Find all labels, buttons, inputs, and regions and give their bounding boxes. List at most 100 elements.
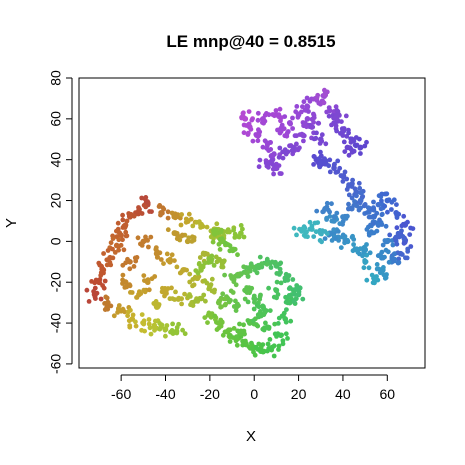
scatter-point-texture [266,285,271,291]
scatter-point [107,254,113,261]
scatter-point-texture [265,341,271,347]
scatter-point-texture [364,252,370,258]
scatter-point-texture [334,107,340,113]
scatter-point-texture [250,138,256,144]
scatter-point-texture [383,247,389,253]
scatter-point-texture [216,241,222,247]
scatter-point [136,207,142,214]
scatter-point-texture [327,209,332,215]
scatter-point [317,136,324,143]
scatter-point-texture [276,154,282,160]
scatter-point-texture [313,135,319,141]
scatter-point-texture [358,151,363,156]
scatter-point-texture [284,307,289,312]
scatter-point-texture [340,221,345,227]
scatter-point-texture [272,321,278,327]
scatter-point-texture [220,291,226,297]
scatter-point-texture [210,239,216,245]
scatter-point-texture [300,296,306,302]
scatter-point [282,316,289,322]
scatter-point-texture [120,237,125,243]
scatter-point-texture [131,264,137,269]
scatter-point-texture [123,260,129,266]
scatter-point-texture [300,104,305,110]
scatter-point-texture [318,149,323,155]
scatter-point-texture [277,106,283,112]
scatter-point [340,128,346,134]
scatter-point [273,111,280,118]
scatter-point [136,291,142,298]
scatter-point-texture [267,308,273,313]
scatter-point-texture [125,313,130,319]
scatter-point-texture [212,313,218,319]
scatter-point-texture [277,145,283,151]
scatter-point-texture [241,110,246,116]
scatter-point [122,222,129,228]
scatter-point [255,132,262,138]
scatter-point-texture [165,215,171,221]
scatter-point-texture [338,245,344,251]
scatter-point-texture [305,234,310,240]
scatter-point-texture [127,283,133,289]
scatter-point-texture [334,210,340,216]
scatter-point-texture [135,235,141,241]
scatter-point-texture [148,331,154,337]
scatter-point-texture [235,271,241,277]
scatter-point-texture [213,254,219,260]
scatter-point-texture [170,321,176,327]
scatter-point-texture [364,139,369,145]
scatter-point-texture [182,291,188,297]
scatter-point-texture [394,202,399,208]
scatter-point-texture [332,215,337,220]
scatter-point-texture [116,237,122,243]
scatter-point [344,144,351,151]
scatter-point-texture [369,206,375,212]
scatter-point [349,205,355,212]
scatter-point-texture [120,212,125,218]
scatter-point-texture [262,310,268,316]
scatter-point-texture [124,233,130,239]
scatter-point-texture [350,177,355,183]
scatter-point [273,165,280,171]
scatter-point-texture [98,296,104,302]
scatter-point-texture [379,212,385,218]
scatter-point-texture [237,321,242,327]
scatter-point-texture [312,220,318,226]
scatter-point-texture [395,230,401,236]
scatter-point-texture [108,240,114,246]
scatter-point-texture [396,260,402,265]
scatter-point-texture [222,272,228,278]
scatter-point [122,279,129,286]
scatter-point-texture [163,333,168,339]
scatter-point-texture [294,232,299,238]
scatter-point [153,250,160,257]
scatter-point [375,222,382,228]
scatter-point [300,226,306,232]
scatter-point-texture [264,261,270,267]
scatter-point-texture [205,320,210,325]
scatter-point [282,148,289,155]
scatter-point-texture [223,301,229,307]
scatter-point-texture [190,234,195,240]
scatter-point [255,312,262,318]
scatter-point-texture [266,112,272,118]
scatter-point-texture [219,264,225,270]
scatter-point [224,328,231,335]
scatter-point-texture [276,343,282,349]
scatter-point-texture [276,347,281,352]
scatter-point [176,295,182,302]
scatter-point-texture [238,223,244,228]
scatter-point-texture [214,327,220,332]
scatter-point-texture [352,199,357,204]
scatter-point-texture [351,237,357,242]
scatter-point [282,275,289,281]
scatter-point [162,287,169,294]
x-tick-label: 40 [335,386,351,402]
scatter-point-texture [327,169,333,175]
scatter-point-texture [273,108,279,113]
scatter-point [242,287,249,294]
scatter-point-texture [279,122,285,128]
scatter-point [309,226,315,232]
scatter-point-texture [169,285,174,291]
scatter-point [202,250,209,257]
